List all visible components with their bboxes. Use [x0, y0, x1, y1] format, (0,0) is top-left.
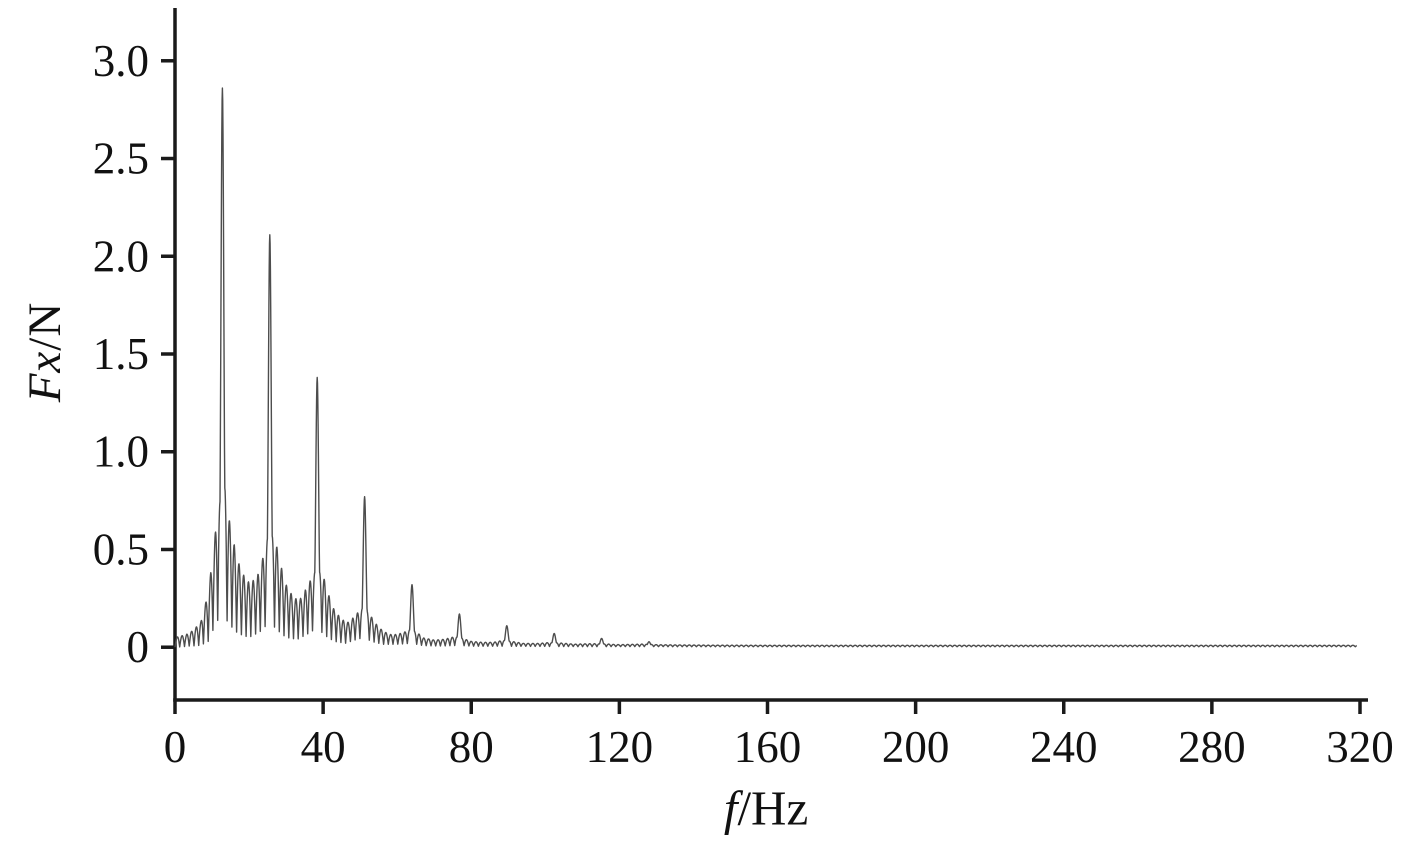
- y-tick-label: 2.5: [93, 134, 149, 184]
- x-tick-label: 240: [1030, 722, 1098, 772]
- y-axis-label: Fx/N: [18, 302, 72, 403]
- y-tick-label: 0: [127, 622, 150, 672]
- y-tick-label: 1.5: [93, 329, 149, 379]
- x-axis-label-unit: /Hz: [737, 780, 809, 836]
- x-tick-label: 200: [882, 722, 950, 772]
- x-tick-label: 80: [449, 722, 494, 772]
- y-tick-label: 1.0: [93, 427, 149, 477]
- x-axis-label: f/Hz: [724, 780, 808, 837]
- y-tick-label: 2.0: [93, 231, 149, 281]
- x-tick-label: 40: [301, 722, 346, 772]
- y-axis-label-unit: /N: [19, 301, 71, 351]
- x-axis-label-variable: f: [723, 780, 738, 836]
- y-axis-label-variable: Fx: [19, 350, 71, 403]
- x-tick-label: 120: [586, 722, 654, 772]
- y-tick-label: 3.0: [93, 36, 149, 86]
- spectrum-trace: [174, 87, 1358, 648]
- x-tick-label: 160: [734, 722, 802, 772]
- y-tick-label: 0.5: [93, 524, 149, 574]
- x-tick-label: 280: [1178, 722, 1246, 772]
- x-tick-label: 0: [164, 722, 187, 772]
- x-tick-label: 320: [1326, 722, 1394, 772]
